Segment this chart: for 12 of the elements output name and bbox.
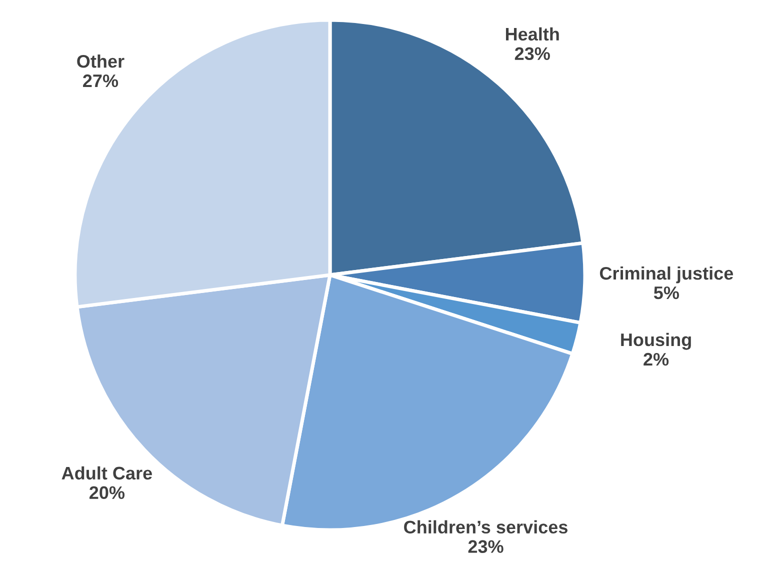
data-label: 23% [514,47,550,60]
data-label: 27% [83,74,118,88]
data-label: 2% [644,352,669,366]
slice-label: Housing [621,332,691,350]
data-label: 5% [654,286,680,300]
slice-label: Criminal justice [600,266,734,284]
slice-label: Health [506,27,559,41]
data-label: 20% [89,486,125,500]
slice-label: Children’s services [404,520,568,534]
data-label: 23% [468,540,504,553]
slice-label: Adult Care [62,466,152,480]
slice-label: Other [77,54,124,68]
